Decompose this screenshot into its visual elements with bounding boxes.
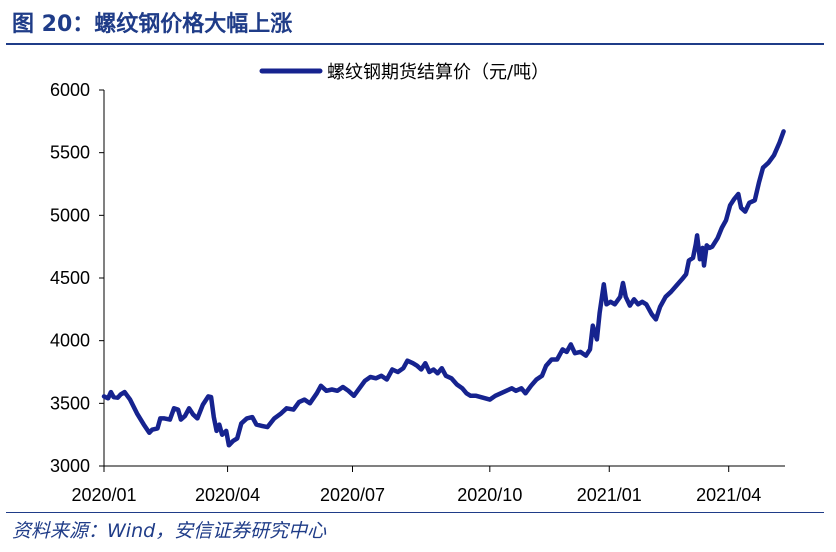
x-tick-label: 2021/01 [577, 485, 642, 505]
legend-label: 螺纹钢期货结算价（元/吨） [327, 62, 549, 83]
y-tick-label: 6000 [50, 80, 90, 100]
y-tick-label: 3000 [50, 456, 90, 476]
figure-title: 图 20：螺纹钢价格大幅上涨 [12, 12, 293, 37]
chart-series [101, 129, 786, 448]
title-divider [6, 43, 824, 45]
series-line [101, 129, 786, 448]
y-tick-label: 3500 [50, 393, 90, 413]
y-tick-label: 5500 [50, 143, 90, 163]
x-tick-label: 2020/04 [195, 485, 260, 505]
x-tick-label: 2020/01 [71, 485, 136, 505]
y-tick-label: 4500 [50, 268, 90, 288]
chart-legend: 螺纹钢期货结算价（元/吨） [259, 62, 549, 83]
x-tick-label: 2020/10 [457, 485, 522, 505]
x-tick-label: 2021/04 [696, 485, 761, 505]
source-note: 资料来源：Wind，安信证券研究中心 [12, 520, 327, 542]
x-tick-label: 2020/07 [320, 485, 385, 505]
source-divider [6, 512, 824, 513]
y-tick-label: 4000 [50, 331, 90, 351]
chart-axes: 3000 3500 4000 4500 5000 5500 6000 2020/01 2020/… [50, 80, 785, 505]
y-tick-label: 5000 [50, 205, 90, 225]
